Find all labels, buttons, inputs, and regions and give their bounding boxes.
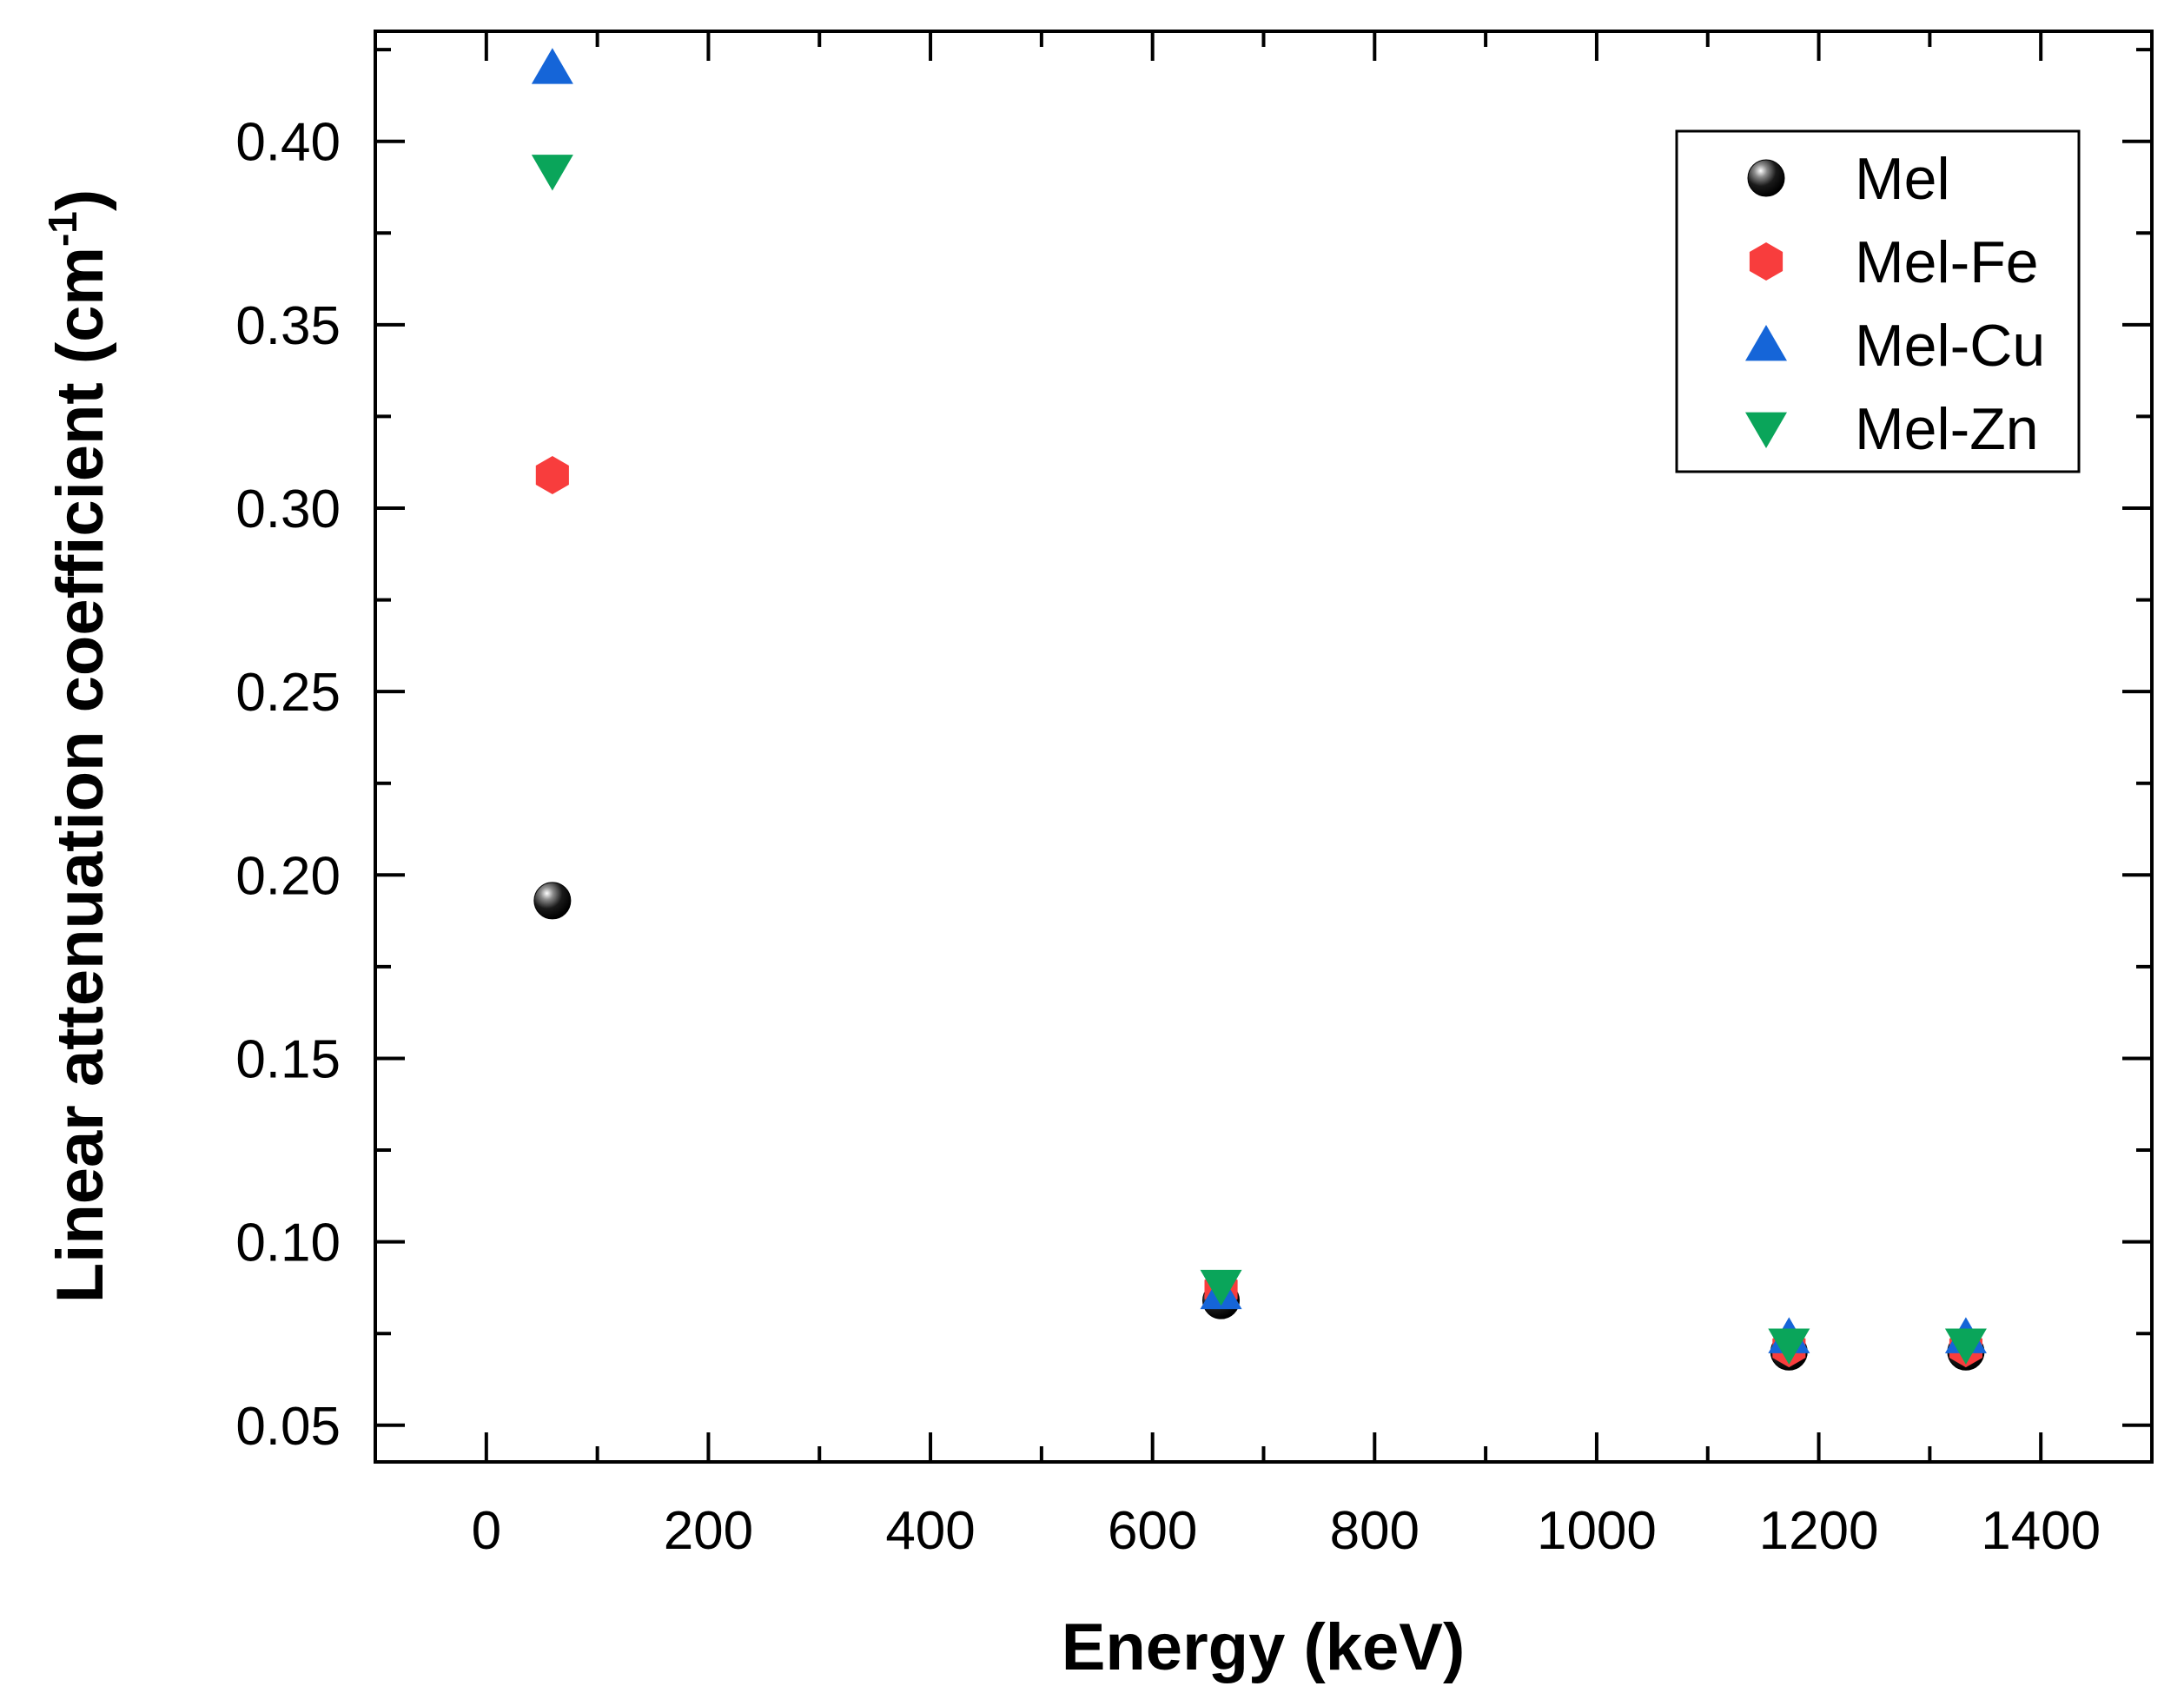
legend: Mel Mel-Fe Mel-Cu Mel-Zn	[1675, 129, 2081, 473]
y-axis-title-superscript: -1	[40, 211, 85, 247]
legend-markers	[1745, 159, 1787, 448]
x-tick-label: 800	[1330, 1501, 1420, 1561]
x-tick-label: 1000	[1537, 1501, 1657, 1561]
legend-label-mel-fe: Mel-Fe	[1855, 229, 2039, 295]
x-tick-label: 1400	[1981, 1501, 2101, 1561]
legend-label-mel-cu: Mel-Cu	[1855, 313, 2045, 379]
legend-marker-mel-zn	[1745, 412, 1787, 448]
y-axis-title-main: Linear attenuation coefficient (cm	[43, 247, 117, 1303]
y-tick-label: 0.35	[235, 296, 341, 356]
y-tick-label: 0.25	[235, 663, 341, 723]
point-mel-cu	[531, 48, 573, 84]
x-tick-label: 400	[885, 1501, 975, 1561]
legend-label-mel: Mel	[1855, 146, 1950, 212]
y-tick-label: 0.05	[235, 1397, 341, 1457]
legend-label-mel-zn: Mel-Zn	[1855, 396, 2039, 462]
point-mel-zn	[531, 155, 573, 191]
y-axis-title: Linear attenuation coefficient (cm-1)	[40, 189, 117, 1303]
x-tick-label: 0	[472, 1501, 501, 1561]
legend-marker-mel-cu	[1745, 325, 1787, 361]
legend-marker-mel	[1747, 159, 1785, 197]
y-tick-label: 0.10	[235, 1213, 341, 1273]
x-tick-label: 600	[1108, 1501, 1197, 1561]
y-tick-label: 0.15	[235, 1029, 341, 1089]
point-mel-zn	[1944, 1328, 1987, 1365]
axis-ticks	[374, 31, 2154, 1462]
legend-marker-mel-fe	[1749, 242, 1784, 281]
x-tick-labels: 0 200 400 600 800 1000 1200 1400	[472, 1501, 2101, 1561]
y-tick-labels: 0.05 0.10 0.15 0.20 0.25 0.30 0.35 0.40	[235, 113, 341, 1457]
point-mel-fe	[535, 456, 569, 494]
point-mel-zn	[1200, 1269, 1242, 1306]
x-tick-label: 1200	[1759, 1501, 1879, 1561]
x-tick-label: 200	[664, 1501, 753, 1561]
x-axis-title: Energy (keV)	[1062, 1610, 1466, 1684]
y-tick-label: 0.30	[235, 479, 341, 539]
y-tick-label: 0.40	[235, 113, 341, 173]
legend-box	[1675, 129, 2081, 473]
point-mel	[533, 882, 572, 920]
y-axis-title-close: )	[43, 189, 117, 211]
point-mel-zn	[1768, 1328, 1810, 1365]
y-tick-label: 0.20	[235, 846, 341, 906]
data-points	[531, 48, 1987, 1371]
